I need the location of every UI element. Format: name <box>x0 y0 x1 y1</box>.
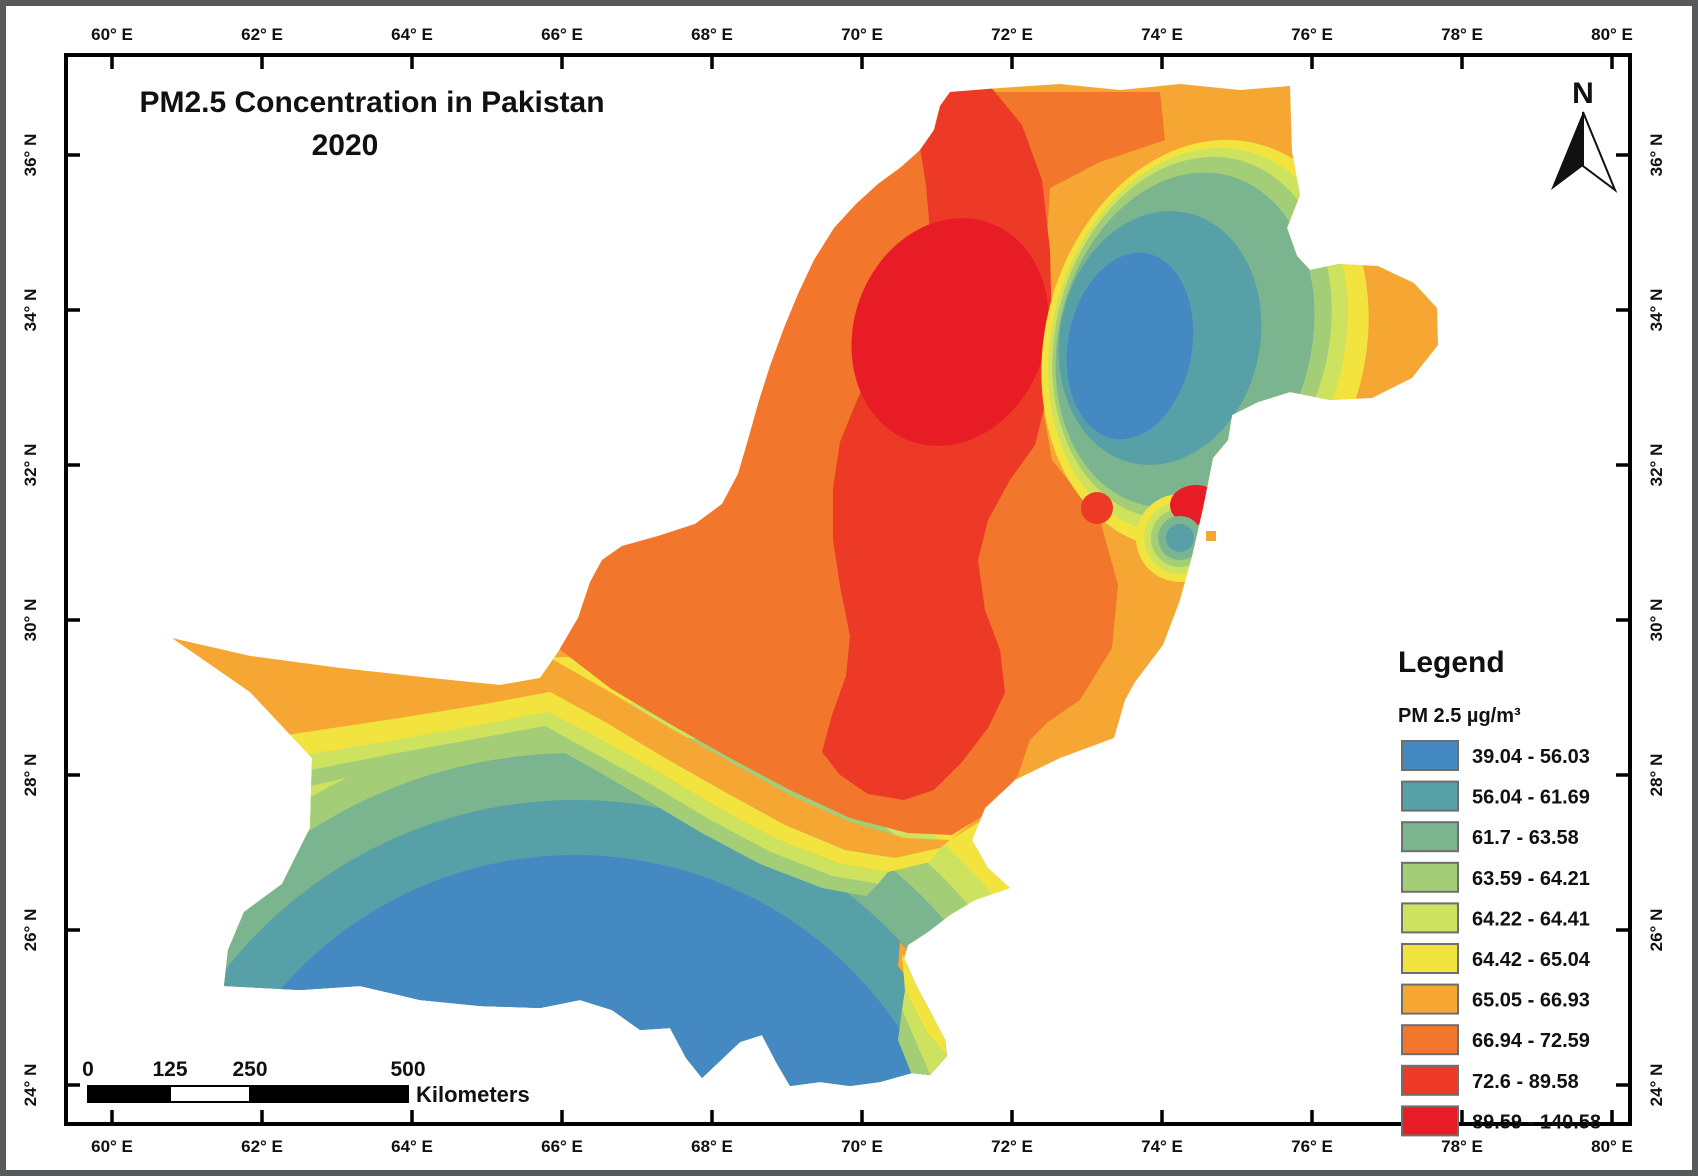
legend-swatch <box>1401 1064 1459 1096</box>
detached-land-pixel <box>1206 531 1216 541</box>
lat-label-left: 30° N <box>21 599 40 642</box>
legend-entry-label: 61.7 - 63.58 <box>1472 827 1579 849</box>
scale-number: 500 <box>390 1058 425 1081</box>
legend-entry-label: 65.05 - 66.93 <box>1472 990 1590 1012</box>
map-title-line1: PM2.5 Concentration in Pakistan <box>139 86 604 119</box>
scale-unit-label: Kilometers <box>416 1082 530 1107</box>
lon-label-top: 68° E <box>691 25 733 44</box>
map-title-line2: 2020 <box>312 129 379 162</box>
legend-entry-label: 39.04 - 56.03 <box>1472 746 1590 768</box>
lon-label-bottom: 78° E <box>1441 1137 1483 1156</box>
lat-label-left: 32° N <box>21 444 40 487</box>
legend-title: Legend <box>1398 646 1505 679</box>
north-label: N <box>1572 77 1594 110</box>
axis-labels: 60° E 60° E 62° E 62° E 64° E 64° E 66° E 66° E… <box>21 25 1666 1156</box>
map-frame <box>64 53 1632 1126</box>
legend-swatch <box>1401 943 1459 974</box>
lat-label-left: 26° N <box>21 909 40 952</box>
lat-label-right: 28° N <box>1647 754 1666 797</box>
lon-label-bottom: 74° E <box>1141 1137 1183 1156</box>
legend-entry-label: 64.22 - 64.41 <box>1472 908 1590 930</box>
lat-label-right: 26° N <box>1647 909 1666 952</box>
lon-label-top: 78° E <box>1441 25 1483 44</box>
lon-label-bottom: 72° E <box>991 1137 1033 1156</box>
lon-label-top: 76° E <box>1291 25 1333 44</box>
lat-label-left: 24° N <box>21 1064 40 1107</box>
lon-label-bottom: 76° E <box>1291 1137 1333 1156</box>
scale-number: 250 <box>232 1058 267 1081</box>
lat-label-right: 24° N <box>1647 1064 1666 1107</box>
lat-label-right: 32° N <box>1647 444 1666 487</box>
scale-number: 0 <box>82 1058 94 1081</box>
lon-label-bottom: 64° E <box>391 1137 433 1156</box>
legend-entry-label: 56.04 - 61.69 <box>1472 787 1590 809</box>
legend-swatch <box>1401 780 1459 812</box>
lat-label-left: 34° N <box>21 289 40 332</box>
lon-label-bottom: 62° E <box>241 1137 283 1156</box>
legend-swatch <box>1401 902 1459 934</box>
legend: Legend PM 2.5 µg/m³ 39.04 - 56.03 56.04 -… <box>1398 646 1601 1137</box>
legend-entry-label: 64.42 - 65.04 <box>1472 949 1591 971</box>
lon-label-bottom: 66° E <box>541 1137 583 1156</box>
lon-label-top: 62° E <box>241 25 283 44</box>
legend-entry-label: 63.59 - 64.21 <box>1472 868 1590 890</box>
legend-swatch <box>1401 740 1459 771</box>
lon-label-bottom: 68° E <box>691 1137 733 1156</box>
lat-label-right: 34° N <box>1647 289 1666 332</box>
lon-label-top: 80° E <box>1591 25 1633 44</box>
legend-entry-label: 72.6 - 89.58 <box>1472 1071 1579 1093</box>
north-arrow-icon: N <box>1551 77 1618 193</box>
legend-swatch <box>1401 821 1459 853</box>
legend-swatch <box>1401 861 1459 893</box>
lon-label-bottom: 70° E <box>841 1137 883 1156</box>
legend-swatch <box>1401 1024 1459 1056</box>
scale-bar: 0 125 250 500 Kilometers <box>82 1058 530 1107</box>
legend-swatch <box>1401 983 1459 1015</box>
lat-label-right: 36° N <box>1647 134 1666 177</box>
axis-ticks <box>66 55 1630 1124</box>
lon-label-top: 72° E <box>991 25 1033 44</box>
lon-label-top: 70° E <box>841 25 883 44</box>
lon-label-top: 74° E <box>1141 25 1183 44</box>
legend-swatch <box>1401 1105 1459 1137</box>
lon-label-top: 60° E <box>91 25 133 44</box>
lat-label-left: 36° N <box>21 134 40 177</box>
scale-number: 125 <box>152 1058 187 1081</box>
lat-label-left: 28° N <box>21 754 40 797</box>
lat-label-right: 30° N <box>1647 599 1666 642</box>
legend-entry-label: 89.59 - 140.58 <box>1472 1111 1601 1133</box>
lon-label-top: 64° E <box>391 25 433 44</box>
lon-label-bottom: 80° E <box>1591 1137 1633 1156</box>
lon-label-bottom: 60° E <box>91 1137 133 1156</box>
legend-entry-label: 66.94 - 72.59 <box>1472 1030 1590 1052</box>
legend-subtitle: PM 2.5 µg/m³ <box>1398 705 1521 727</box>
lon-label-top: 66° E <box>541 25 583 44</box>
